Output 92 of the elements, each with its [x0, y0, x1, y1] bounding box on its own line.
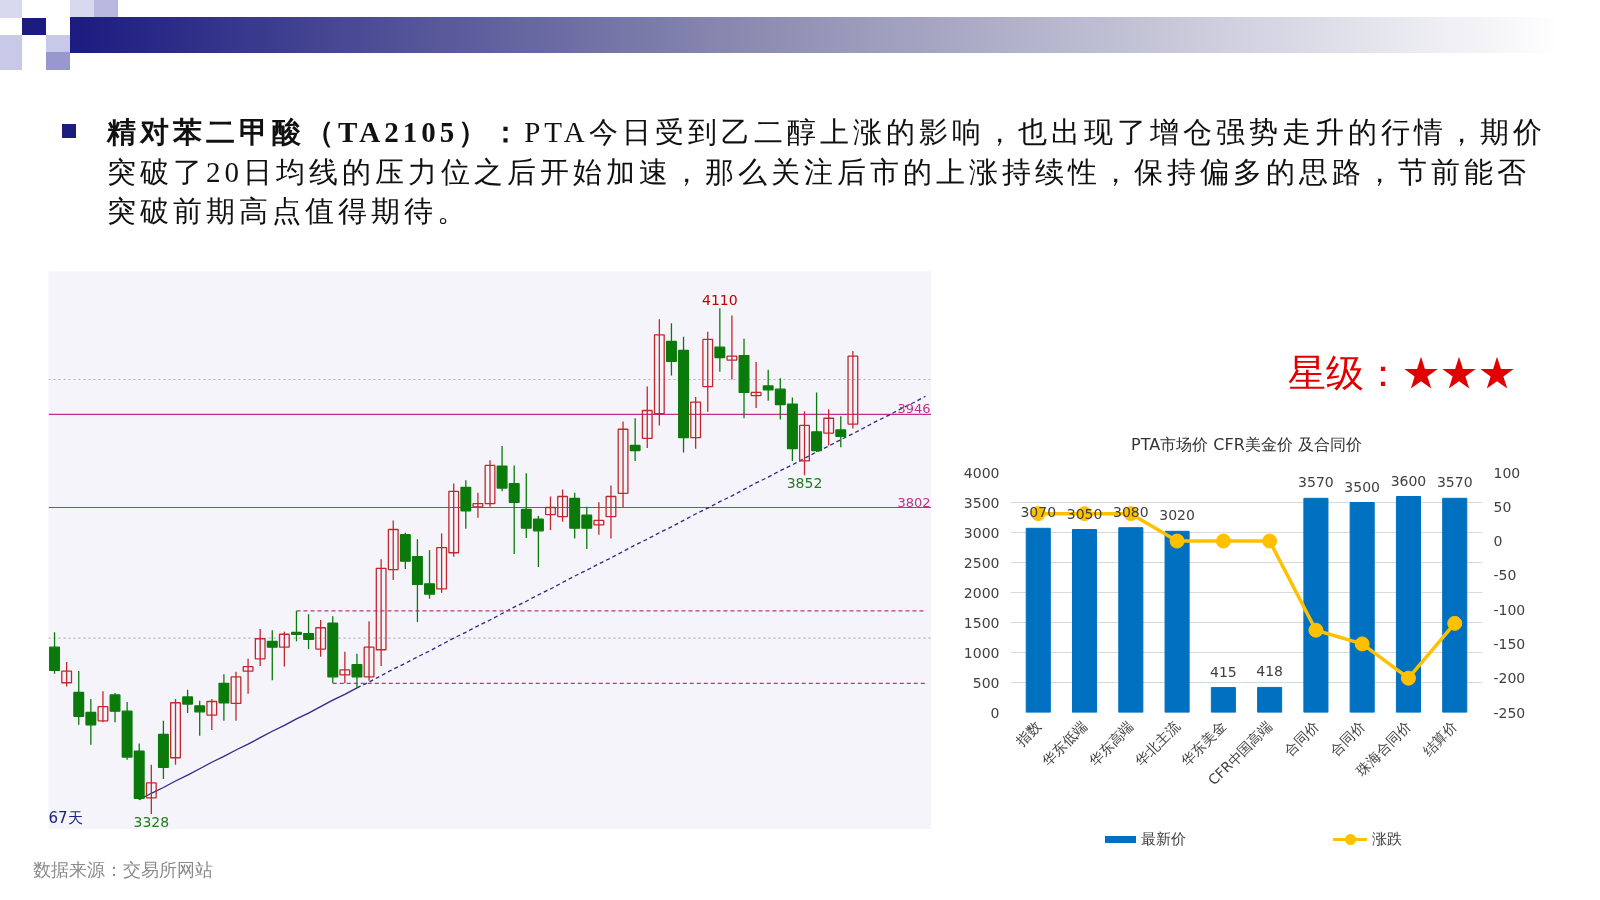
data-label: 3020	[1159, 507, 1195, 524]
bar	[1395, 496, 1421, 713]
bar	[1257, 686, 1283, 713]
candlestick	[714, 307, 726, 373]
ref-line-label: 3802	[897, 494, 931, 510]
y-tick-label: 1500	[963, 614, 1000, 631]
point	[1354, 636, 1370, 652]
x-tick-label: 结算价	[1419, 717, 1461, 759]
data-label: 3570	[1298, 474, 1334, 491]
point	[1215, 533, 1231, 549]
data-label: 415	[1210, 663, 1237, 680]
candlestick	[315, 619, 327, 658]
annotation: 67天	[48, 808, 83, 827]
y2-tick-label: -150	[1493, 635, 1526, 652]
candlestick	[799, 410, 810, 476]
bar	[1164, 530, 1190, 713]
candlestick	[97, 690, 109, 723]
candlestick	[170, 698, 181, 766]
y-tick-label: 500	[972, 674, 1000, 691]
legend-label: 涨跌	[1372, 829, 1402, 850]
point	[1447, 615, 1463, 631]
candlestick	[242, 658, 254, 695]
x-tick-label: 合同价	[1326, 717, 1368, 759]
annotation: 4110	[702, 292, 738, 309]
chart-title: 精对苯二甲酸（TA2105）：	[107, 116, 525, 148]
candlestick	[617, 420, 629, 509]
annotation: 3852	[786, 475, 823, 492]
data-label: 3500	[1344, 478, 1381, 495]
candlestick	[847, 350, 859, 430]
bar	[1349, 502, 1375, 713]
y2-tick-label: 100	[1493, 464, 1521, 481]
candlestick	[629, 417, 641, 462]
candlestick	[182, 689, 194, 714]
bar	[1025, 527, 1051, 713]
candlestick	[254, 628, 266, 667]
candlestick	[145, 764, 157, 815]
y2-tick-label: -100	[1493, 601, 1526, 618]
y-tick-label: 4000	[963, 464, 1000, 481]
y2-tick-label: -50	[1493, 567, 1517, 584]
chart-title: PTA市场价 CFR美金价 及合同价	[1131, 435, 1362, 454]
y-tick-label: 1000	[963, 644, 1000, 661]
data-label: 418	[1256, 663, 1284, 680]
candlestick	[109, 692, 121, 723]
bar	[1072, 529, 1098, 713]
ref-line-label: 3946	[897, 401, 931, 417]
y-tick-label: 2500	[963, 554, 1000, 571]
y2-tick-label: 0	[1493, 533, 1503, 550]
candlestick	[726, 314, 738, 381]
annotation: 3328	[133, 813, 170, 830]
point	[1169, 533, 1185, 549]
candlestick	[460, 479, 472, 530]
point	[1308, 622, 1324, 638]
candlestick	[835, 415, 847, 449]
candlestick	[811, 391, 823, 453]
candlestick	[206, 698, 218, 731]
y-tick-label: 3500	[963, 494, 1000, 511]
candlestick	[49, 631, 61, 675]
candlestick	[230, 671, 242, 722]
candlestick	[484, 459, 496, 508]
y2-tick-label: -200	[1493, 670, 1526, 687]
candlestick	[605, 484, 617, 540]
bar	[1303, 497, 1329, 713]
bar	[1442, 497, 1468, 713]
bar	[1118, 527, 1144, 713]
candlestick	[278, 631, 290, 668]
y-tick-label: 0	[990, 704, 1000, 721]
data-label: 3570	[1436, 474, 1473, 491]
y-tick-label: 3000	[963, 524, 1000, 541]
data-label: 3600	[1390, 472, 1427, 489]
bar	[1210, 687, 1236, 713]
point	[1400, 670, 1416, 686]
candlestick	[266, 629, 278, 681]
x-tick-label: 指数	[1012, 717, 1044, 750]
candlestick	[472, 491, 484, 519]
text: 星级：★★★	[1287, 350, 1516, 395]
source-note: 数据来源：交易所网站	[32, 859, 213, 882]
candlestick	[351, 652, 363, 690]
candlestick	[823, 408, 835, 447]
legend-label: 最新价	[1141, 829, 1186, 850]
candlestick	[339, 651, 351, 685]
x-tick-label: 合同价	[1280, 717, 1322, 759]
candlestick	[702, 330, 714, 413]
y-tick-label: 2000	[963, 584, 1000, 601]
candlestick	[61, 661, 73, 688]
candlestick	[218, 673, 230, 722]
candlestick	[194, 700, 206, 737]
candlestick	[690, 396, 702, 450]
candlestick	[593, 501, 605, 536]
y2-tick-label: 50	[1493, 498, 1512, 515]
candlestick	[750, 361, 762, 409]
y2-tick-label: -250	[1493, 704, 1526, 721]
point	[1262, 533, 1278, 549]
